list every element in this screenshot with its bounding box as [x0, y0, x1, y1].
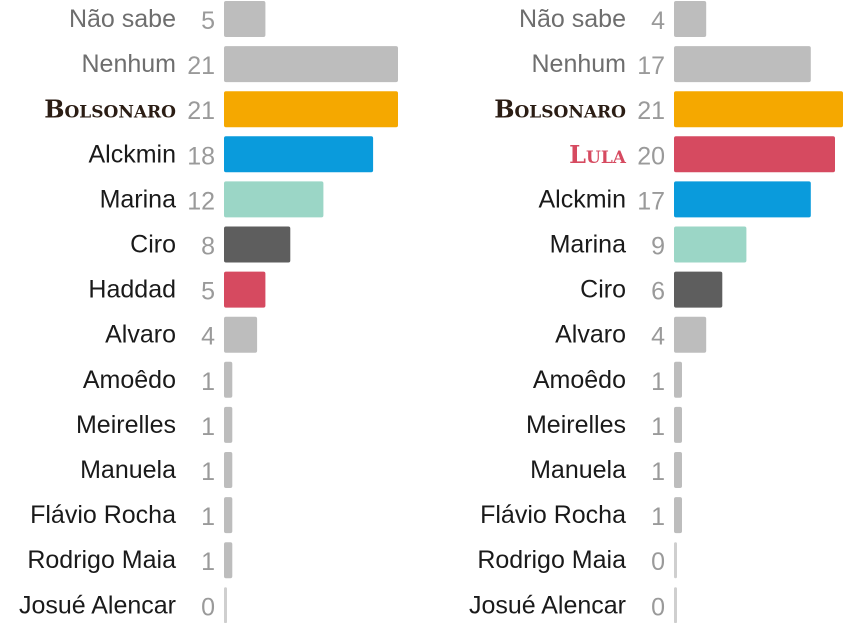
- category-label-alckmin: Alckmin: [88, 140, 176, 168]
- category-label-lula: Lula: [569, 140, 627, 169]
- category-label-nenhum: Nenhum: [532, 50, 627, 78]
- category-label-alckmin: Alckmin: [538, 185, 626, 213]
- bar-alvaro: [224, 316, 258, 353]
- category-label-nao-sabe: Não sabe: [519, 5, 626, 33]
- bar-amoedo: [674, 361, 682, 398]
- category-label-manuela: Manuela: [80, 456, 176, 484]
- value-label-alvaro: 4: [201, 323, 215, 351]
- bar-manuela: [674, 452, 682, 488]
- bar-bolsonaro: [224, 91, 398, 128]
- category-label-meirelles: Meirelles: [526, 411, 626, 439]
- bar-nao-sabe: [224, 1, 266, 37]
- value-label-manuela: 1: [651, 458, 665, 486]
- bar-marina: [224, 181, 324, 218]
- bar-rodrigo-maia: [674, 542, 677, 579]
- bar-haddad: [224, 271, 266, 308]
- value-label-flavio-rocha: 1: [651, 503, 665, 531]
- value-label-nao-sabe: 4: [651, 7, 665, 35]
- category-label-alvaro: Alvaro: [105, 321, 176, 349]
- value-label-alvaro: 4: [651, 323, 665, 351]
- category-label-marina: Marina: [550, 231, 627, 259]
- category-label-amoedo: Amoêdo: [83, 366, 176, 394]
- value-label-alckmin: 17: [637, 187, 665, 215]
- bar-manuela: [224, 452, 233, 488]
- category-label-alvaro: Alvaro: [555, 321, 626, 349]
- category-label-flavio-rocha: Flávio Rocha: [480, 501, 626, 529]
- bar-amoedo: [224, 361, 233, 398]
- value-label-manuela: 1: [201, 458, 215, 486]
- value-label-alckmin: 18: [187, 142, 215, 170]
- bar-bolsonaro: [674, 91, 843, 128]
- bar-nenhum: [674, 46, 811, 83]
- category-label-rodrigo-maia: Rodrigo Maia: [27, 546, 176, 574]
- category-label-amoedo: Amoêdo: [533, 366, 626, 394]
- category-label-bolsonaro: Bolsonaro: [494, 95, 626, 124]
- bar-ciro: [674, 271, 723, 308]
- value-label-rodrigo-maia: 1: [201, 548, 215, 576]
- value-label-meirelles: 1: [201, 413, 215, 441]
- value-label-marina: 9: [651, 233, 665, 261]
- bar-marina: [674, 226, 747, 263]
- bar-nao-sabe: [674, 1, 707, 37]
- category-label-haddad: Haddad: [88, 276, 176, 304]
- value-label-amoedo: 1: [201, 368, 215, 396]
- chart-panel-2: Não sabe 4 Nenhum 17 Bolsonaro 21 Lula 20 Alckmi…: [469, 1, 843, 623]
- category-label-meirelles: Meirelles: [76, 411, 176, 439]
- value-label-josue-alencar: 0: [651, 593, 665, 621]
- bar-flavio-rocha: [224, 497, 233, 534]
- value-label-rodrigo-maia: 0: [651, 548, 665, 576]
- value-label-flavio-rocha: 1: [201, 503, 215, 531]
- category-label-marina: Marina: [100, 185, 177, 213]
- category-label-manuela: Manuela: [530, 456, 626, 484]
- bar-alckmin: [674, 181, 811, 218]
- value-label-amoedo: 1: [651, 368, 665, 396]
- value-label-haddad: 5: [201, 278, 215, 306]
- bar-flavio-rocha: [674, 497, 682, 534]
- bar-meirelles: [674, 406, 682, 443]
- bar-lula: [674, 136, 835, 173]
- value-label-bolsonaro: 21: [637, 97, 665, 125]
- bar-meirelles: [224, 406, 233, 443]
- category-label-ciro: Ciro: [130, 231, 176, 259]
- bar-alckmin: [224, 136, 374, 173]
- bar-alvaro: [674, 316, 707, 353]
- category-label-rodrigo-maia: Rodrigo Maia: [477, 546, 626, 574]
- value-label-marina: 12: [187, 187, 215, 215]
- value-label-ciro: 8: [201, 233, 215, 261]
- category-label-josue-alencar: Josué Alencar: [469, 591, 626, 619]
- category-label-josue-alencar: Josué Alencar: [19, 591, 176, 619]
- bar-josue-alencar: [674, 587, 677, 623]
- bar-ciro: [224, 226, 291, 263]
- value-label-meirelles: 1: [651, 413, 665, 441]
- bar-nenhum: [224, 46, 398, 83]
- value-label-bolsonaro: 21: [187, 97, 215, 125]
- value-label-josue-alencar: 0: [201, 593, 215, 621]
- category-label-nenhum: Nenhum: [82, 50, 177, 78]
- value-label-lula: 20: [637, 142, 665, 170]
- bar-josue-alencar: [224, 587, 227, 623]
- value-label-nenhum: 17: [637, 52, 665, 80]
- category-label-flavio-rocha: Flávio Rocha: [30, 501, 176, 529]
- bar-rodrigo-maia: [224, 542, 233, 579]
- value-label-nenhum: 21: [187, 52, 215, 80]
- value-label-ciro: 6: [651, 278, 665, 306]
- category-label-nao-sabe: Não sabe: [69, 5, 176, 33]
- value-label-nao-sabe: 5: [201, 7, 215, 35]
- category-label-bolsonaro: Bolsonaro: [44, 95, 176, 124]
- category-label-ciro: Ciro: [580, 276, 626, 304]
